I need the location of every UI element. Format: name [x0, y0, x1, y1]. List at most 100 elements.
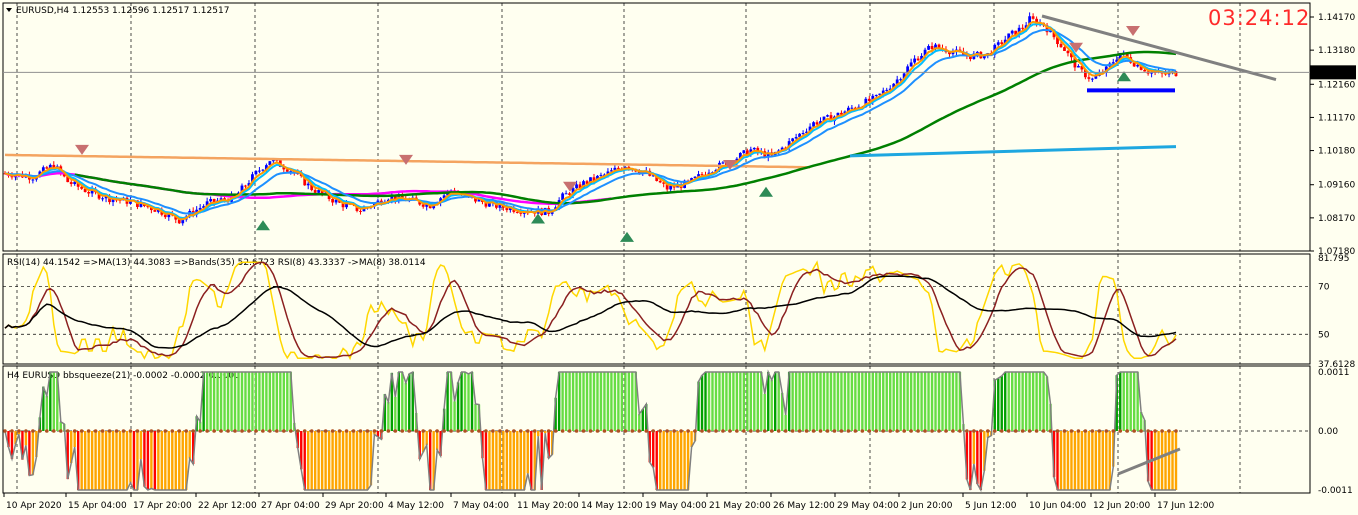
candle-body — [522, 212, 526, 214]
squeeze-dot — [846, 429, 851, 433]
candle-body — [923, 49, 927, 56]
candle-body — [177, 219, 181, 224]
current-price-label: 1.12517 — [1313, 68, 1350, 78]
candle-body — [697, 174, 700, 177]
candle-body — [146, 206, 150, 208]
candle-body — [1136, 64, 1140, 67]
squeeze-dot — [449, 429, 453, 433]
candle-body — [1132, 62, 1136, 67]
candle-body — [948, 52, 951, 55]
candle-body — [920, 55, 923, 61]
price-axis-label: 1.14170 — [1318, 13, 1355, 23]
candle-body — [1056, 37, 1059, 45]
candle-body — [564, 193, 568, 195]
candle-body — [780, 147, 784, 151]
squeeze-dot — [170, 429, 175, 433]
candle-body — [616, 167, 620, 169]
squeeze-dot — [38, 429, 42, 433]
candle-body — [282, 167, 286, 170]
squeeze-dot — [574, 429, 579, 433]
candle-body — [1090, 78, 1094, 80]
candle-body — [66, 176, 70, 183]
candle-body — [871, 95, 875, 101]
candle-body — [264, 165, 268, 170]
squeeze-dot — [700, 429, 704, 433]
squeeze-dot — [247, 429, 251, 433]
squeeze-dot — [323, 429, 328, 433]
candle-body — [1021, 27, 1025, 29]
rsi-panel — [2, 253, 1311, 365]
squeeze-dot — [309, 429, 314, 433]
time-axis-label: 27 Apr 04:00 — [261, 501, 320, 511]
candle-body — [756, 147, 760, 153]
squeeze-dot — [31, 429, 35, 433]
squeeze-dot — [999, 429, 1004, 433]
candle-body — [442, 195, 446, 199]
squeeze-dot — [1048, 429, 1053, 433]
ma-green-line — [74, 50, 1177, 205]
candle-body — [149, 207, 153, 211]
candle-body — [752, 147, 756, 150]
squeeze-dot — [302, 429, 307, 433]
squeeze-dot — [916, 429, 920, 433]
squeeze-dot — [923, 429, 927, 433]
candle-body — [853, 107, 857, 109]
candle-body — [1066, 50, 1070, 54]
candle-body — [285, 169, 289, 172]
squeeze-dot — [755, 429, 760, 433]
squeeze-dot — [992, 429, 997, 433]
candle-body — [1063, 47, 1066, 51]
candle-body — [80, 186, 84, 189]
squeeze-dot — [553, 429, 558, 433]
candle-body — [334, 199, 338, 203]
candle-countdown-clock: 03:24:12 — [1208, 6, 1311, 30]
candle-body — [968, 56, 972, 60]
time-axis-label: 4 May 12:00 — [388, 501, 444, 511]
candle-body — [498, 203, 502, 208]
ema-fast-line — [4, 22, 1177, 220]
candle-body — [505, 207, 509, 211]
squeeze-dot — [1097, 429, 1102, 433]
squeeze-dot — [316, 429, 321, 433]
candle-body — [662, 182, 666, 184]
candle-body — [90, 189, 94, 194]
candle-body — [895, 79, 899, 84]
candle-body — [603, 174, 606, 176]
main-header: EURUSD,H4 1.12553 1.12596 1.12517 1.1251… — [16, 6, 229, 16]
squeeze-dot — [24, 429, 28, 433]
candle-body — [1070, 53, 1073, 58]
squeeze-dot — [470, 429, 474, 433]
candle-body — [488, 202, 491, 207]
time-axis-label: 15 Apr 04:00 — [68, 501, 127, 511]
candle-body — [589, 177, 592, 184]
candle-body — [658, 180, 662, 183]
squeeze-dot — [811, 429, 816, 433]
candle-body — [313, 190, 317, 193]
candle-body — [209, 199, 213, 202]
squeeze-dot — [951, 429, 955, 433]
candle-body — [700, 174, 704, 176]
squeeze-dot — [10, 429, 14, 433]
squeeze-dot — [240, 429, 244, 433]
candle-body — [508, 207, 512, 211]
rsi-axis-label: 81.795 — [1318, 254, 1350, 264]
buy-arrow-icon — [1117, 71, 1131, 82]
time-axis-label: 12 Jun 20:00 — [1093, 501, 1150, 511]
squeeze-dot — [860, 429, 865, 433]
candle-body — [840, 112, 843, 115]
candle-body — [1035, 18, 1038, 25]
squeeze-dot — [546, 429, 551, 433]
candle-body — [913, 58, 917, 63]
candle-body — [819, 121, 822, 125]
squeeze-dot — [714, 429, 718, 433]
candle-body — [937, 44, 941, 49]
squeeze-dot — [1125, 429, 1130, 433]
squeeze-dot — [17, 429, 21, 433]
squeeze-dot — [275, 429, 279, 433]
candle-body — [254, 170, 258, 175]
candle-body — [1059, 44, 1063, 48]
price-axis-label: 1.10180 — [1318, 147, 1355, 157]
squeeze-dot — [818, 429, 823, 433]
squeeze-dot — [979, 429, 983, 433]
